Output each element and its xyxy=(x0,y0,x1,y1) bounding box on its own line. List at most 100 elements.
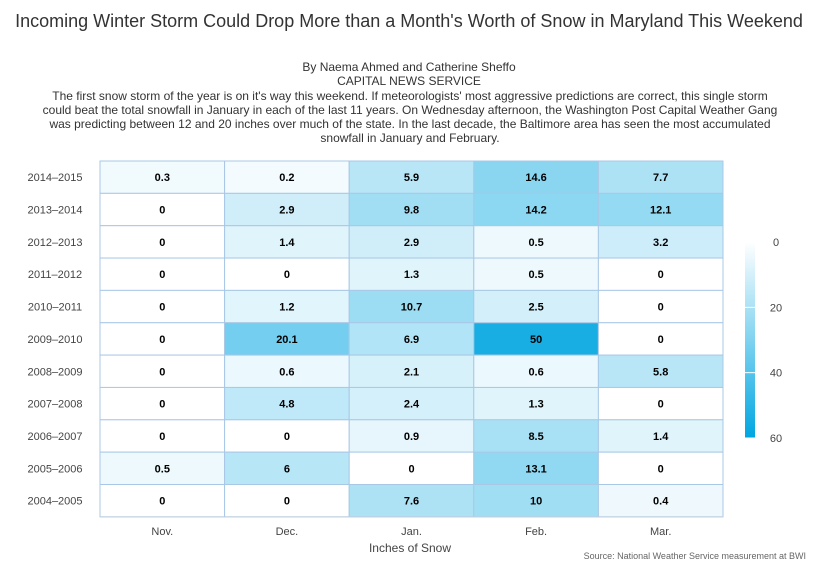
cell-value-label: 1.4 xyxy=(279,237,295,249)
heatmap-cell xyxy=(473,419,599,453)
cell-value-label: 0.5 xyxy=(528,269,543,281)
heatmap-cell xyxy=(99,419,226,453)
cell-value-label: 50 xyxy=(530,334,542,346)
cell-value-label: 0.6 xyxy=(528,366,543,378)
heatmap-cell xyxy=(348,484,475,518)
heatmap-cell xyxy=(473,257,599,291)
cell-value-label: 1.3 xyxy=(528,399,543,411)
cell-value-label: 1.2 xyxy=(279,302,294,314)
cell-value-label: 2.5 xyxy=(528,302,543,314)
intro-text: The first snow storm of the year is on i… xyxy=(42,89,778,145)
cell-value-label: 0.5 xyxy=(155,463,170,475)
heatmap-cell xyxy=(348,192,475,227)
y-tick-label: 2008–2009 xyxy=(27,366,82,378)
cell-value-label: 0 xyxy=(658,269,664,281)
cell-value-label: 2.9 xyxy=(279,205,294,217)
byline: By Naema Ahmed and Catherine Sheffo xyxy=(302,60,516,74)
heatmap-cell xyxy=(473,225,599,259)
cell-value-label: 0.6 xyxy=(279,366,294,378)
cell-value-label: 0.5 xyxy=(528,237,543,249)
cell-value-label: 9.8 xyxy=(404,205,419,217)
cell-value-label: 0 xyxy=(284,269,290,281)
color-legend-ticks: 0 20 40 60 xyxy=(745,237,782,445)
heatmap-cell xyxy=(473,322,599,356)
heatmap-cell xyxy=(224,192,350,227)
cell-value-label: 0 xyxy=(159,237,165,249)
cell-value-label: 0 xyxy=(658,302,664,314)
source-note: Source: National Weather Service measure… xyxy=(583,551,806,561)
x-tick-label: Mar. xyxy=(650,526,671,538)
heatmap-cell xyxy=(348,419,475,453)
heatmap-cell xyxy=(224,386,350,421)
heatmap-cell xyxy=(99,160,226,194)
heatmap-cell xyxy=(99,192,226,227)
heatmap-cell xyxy=(224,289,350,324)
cell-value-label: 2.4 xyxy=(404,399,420,411)
cell-value-label: 0 xyxy=(159,302,165,314)
heatmap-cell xyxy=(224,419,350,453)
heatmap-cell xyxy=(99,289,226,324)
cell-value-label: 0.3 xyxy=(155,172,170,184)
cell-value-label: 1.3 xyxy=(404,269,419,281)
cell-value-label: 0 xyxy=(658,334,664,346)
y-tick-label: 2004–2005 xyxy=(27,496,82,508)
cell-value-label: 0 xyxy=(658,399,664,411)
cell-value-label: 0.4 xyxy=(653,496,669,508)
cell-value-label: 0 xyxy=(658,463,664,475)
cell-value-labels: 0.3 0.2 5.9 14.6 7.7 0 2.9 9.8 14.2 12.1 0 1.4 2.9 0.… xyxy=(155,172,672,508)
x-tick-label: Feb. xyxy=(525,526,547,538)
cell-value-label: 7.7 xyxy=(653,172,668,184)
cell-value-label: 10.7 xyxy=(401,302,422,314)
cell-value-label: 14.6 xyxy=(525,172,546,184)
color-legend-tick-label: 20 xyxy=(770,302,782,314)
heatmap-cell xyxy=(348,354,475,388)
cell-value-label: 0 xyxy=(159,269,165,281)
heatmap-cell xyxy=(597,322,724,356)
cell-value-label: 5.9 xyxy=(404,172,419,184)
y-tick-label: 2013–2014 xyxy=(27,205,82,217)
cell-value-label: 6 xyxy=(284,463,290,475)
cell-value-label: 2.1 xyxy=(404,366,419,378)
heatmap-cell xyxy=(597,289,724,324)
heatmap-cell xyxy=(224,322,350,356)
y-tick-label: 2005–2006 xyxy=(27,463,82,475)
heatmap-cell xyxy=(348,289,475,324)
heatmap-cell xyxy=(224,257,350,291)
cell-value-label: 0 xyxy=(159,399,165,411)
cell-value-label: 5.8 xyxy=(653,366,668,378)
heatmap-cell xyxy=(348,322,475,356)
heatmap-cell xyxy=(473,451,599,485)
cell-value-label: 0.9 xyxy=(404,431,419,443)
heatmap-cell xyxy=(597,225,724,259)
color-legend-bar xyxy=(745,242,755,438)
heatmap-cell xyxy=(597,451,724,485)
cell-value-label: 0 xyxy=(284,496,290,508)
cell-value-label: 12.1 xyxy=(650,205,671,217)
y-tick-label: 2014–2015 xyxy=(27,172,82,184)
cell-value-label: 14.2 xyxy=(525,205,546,217)
cell-value-label: 10 xyxy=(530,496,542,508)
x-axis: Nov. Dec. Jan. Feb. Mar. xyxy=(100,516,723,538)
heatmap-cell xyxy=(99,386,226,421)
heatmap-cell xyxy=(99,257,226,291)
y-tick-label: 2010–2011 xyxy=(28,302,82,314)
heatmap-cell xyxy=(597,257,724,291)
chart-title: Incoming Winter Storm Could Drop More th… xyxy=(15,11,803,31)
heatmap-cell xyxy=(597,386,724,421)
y-tick-label: 2011–2012 xyxy=(28,269,82,281)
cell-value-label: 4.8 xyxy=(279,399,294,411)
x-axis-title: Inches of Snow xyxy=(369,541,451,555)
cell-value-label: 0 xyxy=(159,205,165,217)
cell-value-label: 7.6 xyxy=(404,496,419,508)
x-tick-label: Nov. xyxy=(151,526,173,538)
heatmap-cell xyxy=(473,386,599,421)
color-legend-tick-label: 60 xyxy=(770,433,782,445)
heatmap-cell xyxy=(597,419,724,453)
cell-value-label: 0.2 xyxy=(279,172,294,184)
color-legend: 0 20 40 60 xyxy=(745,237,782,445)
cell-value-label: 8.5 xyxy=(528,431,543,443)
x-tick-label: Jan. xyxy=(401,526,422,538)
heatmap-cell xyxy=(224,484,350,518)
cell-value-label: 6.9 xyxy=(404,334,419,346)
